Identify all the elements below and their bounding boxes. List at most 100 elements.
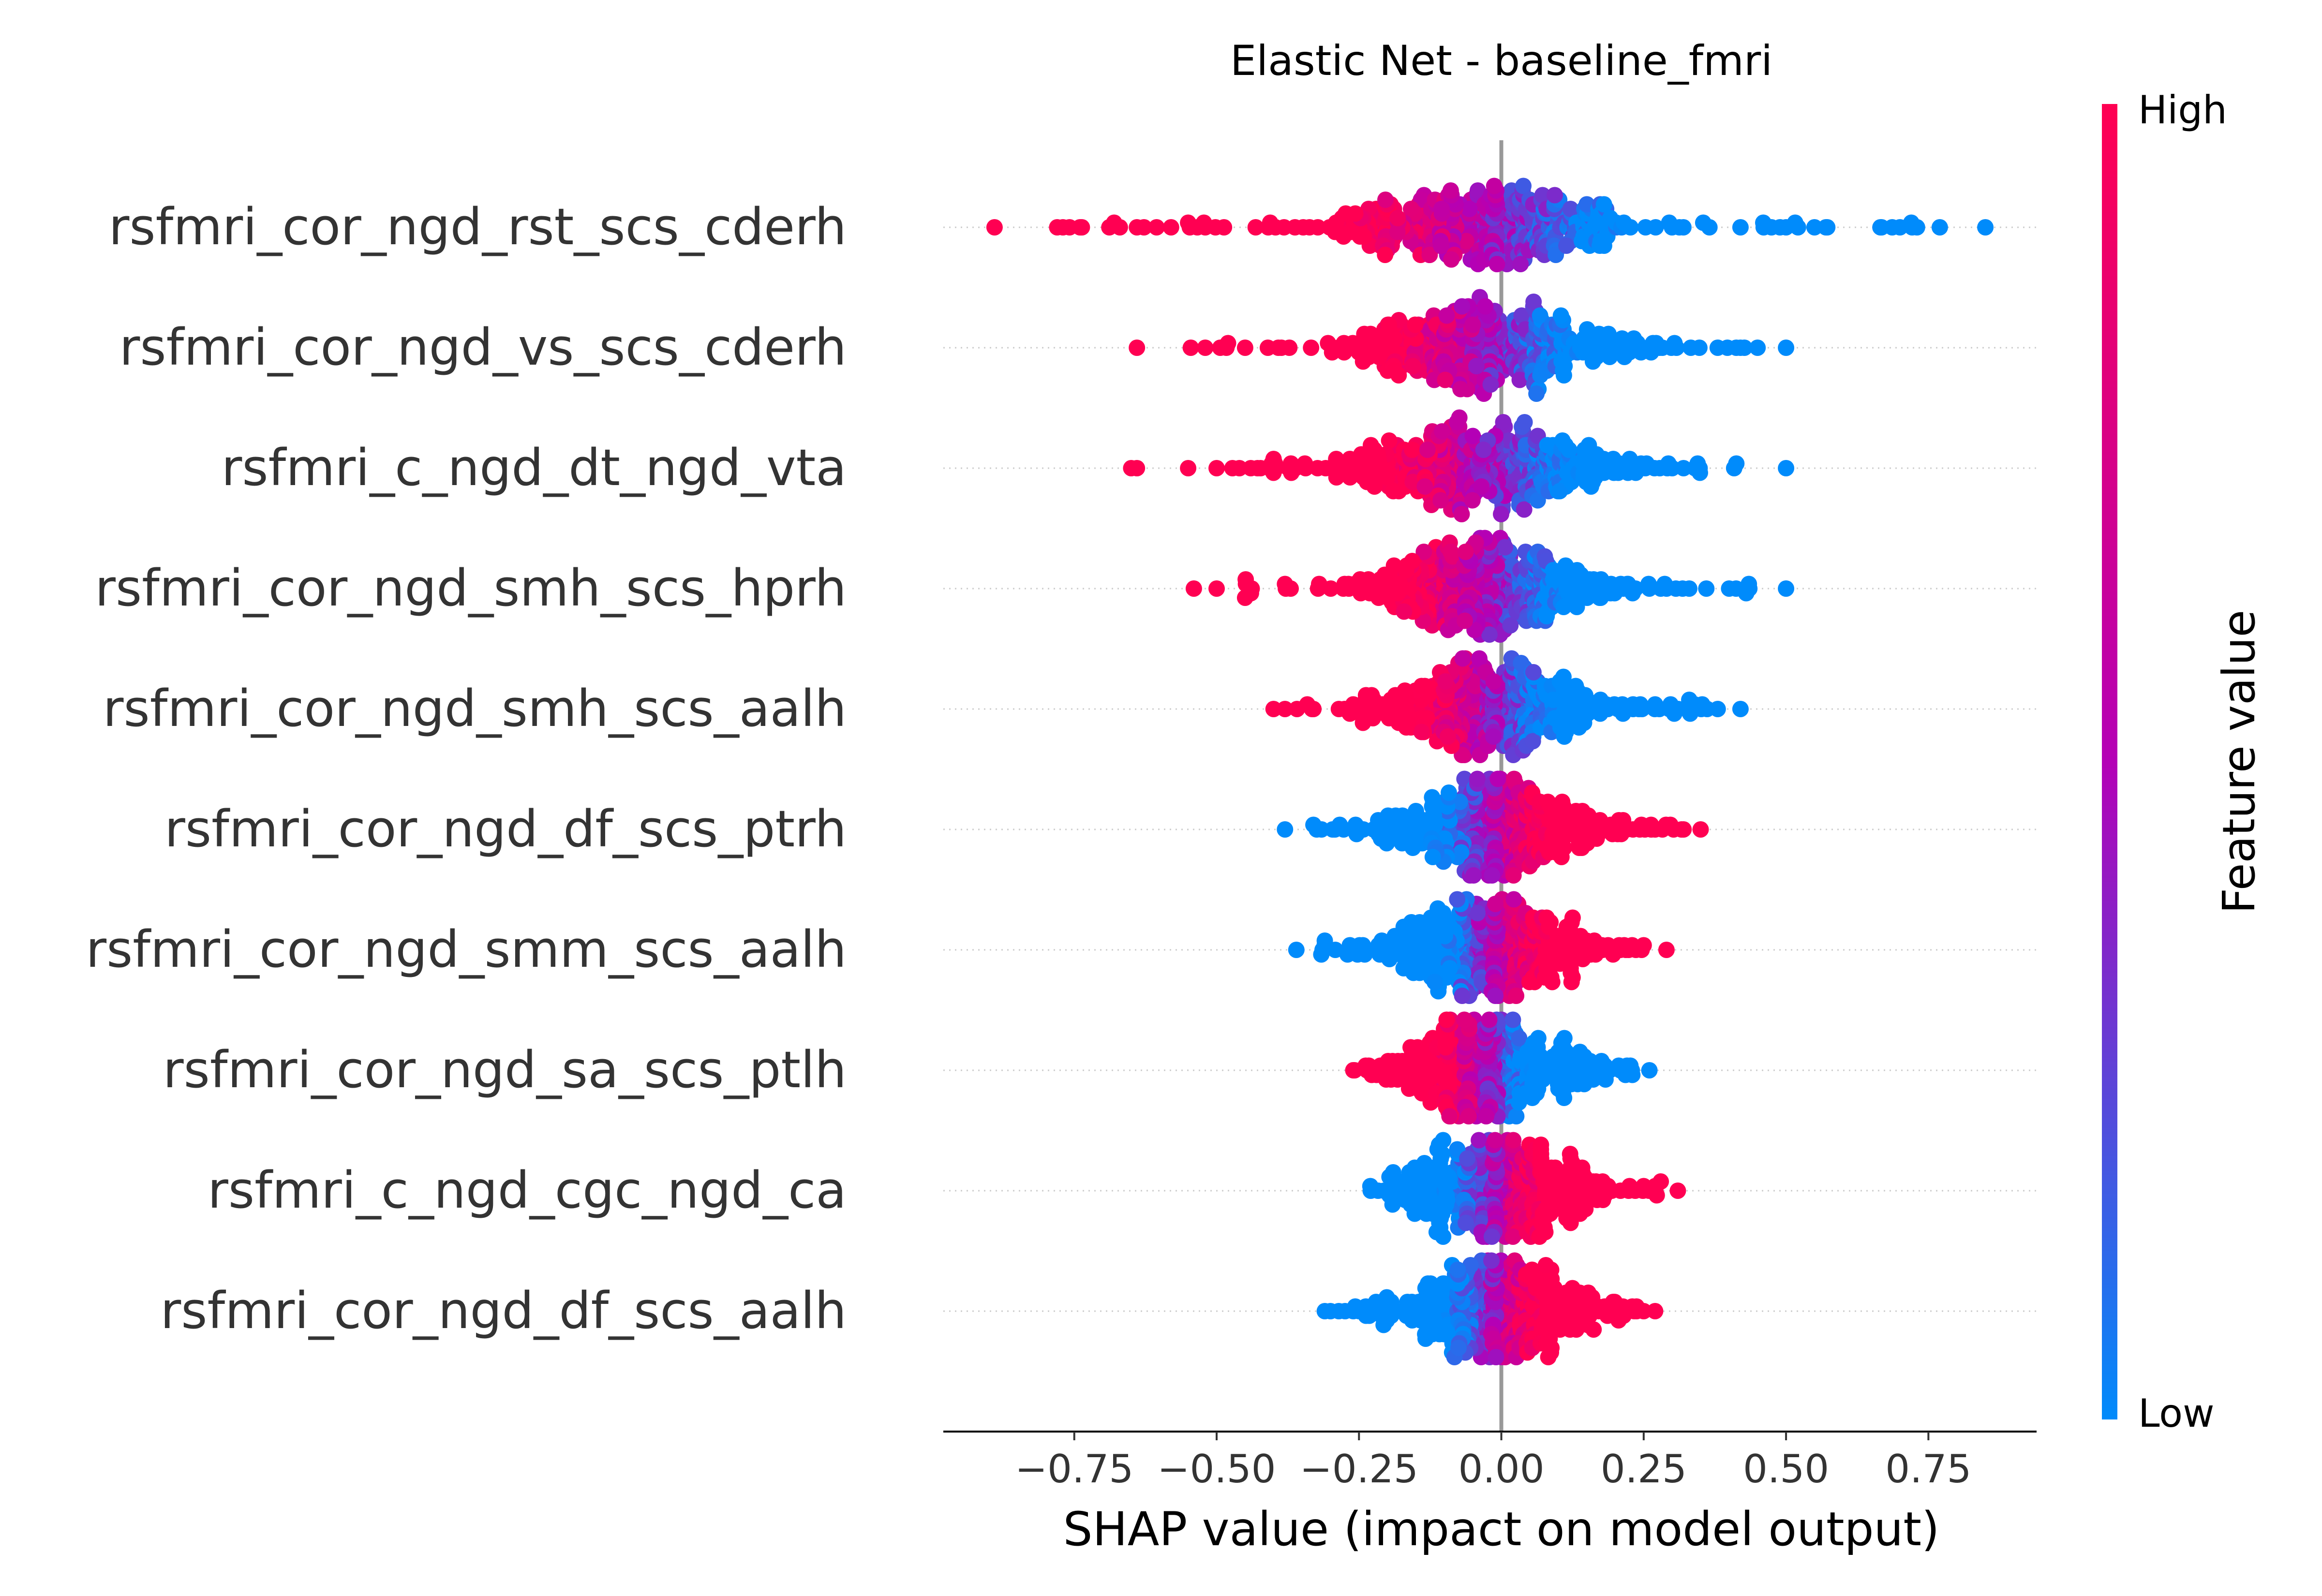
data-point <box>1709 701 1726 717</box>
data-point <box>1647 696 1664 713</box>
data-point <box>1347 205 1364 222</box>
data-point <box>1692 464 1708 481</box>
data-point <box>1561 442 1578 458</box>
data-point <box>1162 219 1179 236</box>
data-point <box>1335 460 1352 476</box>
data-point <box>1377 705 1393 722</box>
data-point <box>1423 909 1440 926</box>
data-point <box>1806 219 1823 236</box>
data-point <box>1416 478 1433 495</box>
data-point <box>1483 1228 1500 1245</box>
data-point <box>1538 608 1555 624</box>
data-point <box>1528 385 1545 402</box>
data-point <box>1647 219 1664 236</box>
data-point <box>1336 701 1353 717</box>
data-point <box>1471 1132 1488 1149</box>
data-point <box>1451 409 1468 426</box>
feature-label: rsfmri_cor_ngd_smh_scs_hprh <box>95 559 847 618</box>
data-point <box>1185 580 1202 597</box>
data-point <box>1485 728 1502 745</box>
data-point <box>1487 1132 1503 1149</box>
data-point <box>1487 988 1504 1004</box>
data-point <box>1433 237 1449 254</box>
data-point <box>1384 1164 1401 1181</box>
data-point <box>1353 446 1369 463</box>
data-point <box>1585 1321 1602 1338</box>
data-point <box>1668 340 1685 356</box>
series-rsfmri_cor_ngd_df_scs_aalh <box>1316 1252 1664 1365</box>
data-point <box>1460 1108 1477 1124</box>
data-point <box>1148 219 1165 236</box>
data-point <box>1436 1164 1453 1181</box>
data-point <box>1309 460 1326 476</box>
data-point <box>1481 1011 1498 1028</box>
series-rsfmri_cor_ngd_rst_scs_cderh <box>986 177 1994 272</box>
data-point <box>1469 905 1486 921</box>
data-point <box>1529 492 1546 509</box>
x-tick-label: −0.25 <box>1300 1447 1418 1492</box>
data-point <box>1515 177 1532 194</box>
x-tick-label: 0.75 <box>1885 1447 1971 1492</box>
data-point <box>1435 1132 1452 1149</box>
data-point <box>1454 298 1471 315</box>
data-point <box>1508 988 1525 1004</box>
data-point <box>1556 728 1573 745</box>
data-point <box>1295 219 1311 236</box>
data-point <box>1555 668 1572 685</box>
data-point <box>1736 340 1753 356</box>
data-point <box>1305 701 1322 717</box>
data-point <box>1483 1252 1500 1269</box>
data-point <box>1438 307 1455 324</box>
data-point <box>1681 692 1697 708</box>
data-point <box>1182 340 1199 356</box>
data-point <box>1634 701 1651 717</box>
data-point <box>1778 340 1795 356</box>
data-point <box>1486 177 1503 194</box>
data-point <box>1647 1303 1664 1319</box>
series-rsfmri_c_ngd_dt_ngd_vta <box>1123 409 1795 522</box>
data-point <box>1212 340 1229 356</box>
data-point <box>1419 442 1436 458</box>
data-point <box>1749 340 1766 356</box>
data-point <box>1389 1053 1406 1069</box>
data-point <box>1380 316 1397 333</box>
data-point <box>1505 867 1522 884</box>
data-point <box>1413 724 1430 740</box>
data-point <box>1457 612 1473 629</box>
data-point <box>1452 381 1469 398</box>
x-tick-label: 0.25 <box>1601 1447 1687 1492</box>
data-point <box>1469 182 1486 199</box>
feature-label: rsfmri_cor_ngd_df_scs_aalh <box>161 1281 847 1340</box>
data-point <box>1282 580 1299 597</box>
data-point <box>1732 219 1749 236</box>
data-point <box>1389 1071 1406 1088</box>
data-point <box>1456 1011 1473 1028</box>
series-rsfmri_cor_ngd_smm_scs_aalh <box>1288 891 1675 1004</box>
data-point <box>1554 794 1571 810</box>
data-point <box>1488 256 1505 272</box>
data-point <box>1410 1192 1427 1208</box>
data-point <box>1277 821 1294 838</box>
data-point <box>1482 376 1499 393</box>
data-point <box>1471 650 1488 667</box>
data-point <box>1658 942 1675 958</box>
data-point <box>1313 946 1330 963</box>
data-point <box>1372 571 1389 588</box>
feature-label: rsfmri_c_ngd_cgc_ngd_ca <box>208 1161 847 1220</box>
data-point <box>1533 1137 1549 1153</box>
data-point <box>1669 1182 1686 1199</box>
data-point <box>1404 358 1421 374</box>
data-point <box>1358 473 1375 490</box>
data-point <box>1262 214 1279 231</box>
data-point <box>1459 1150 1476 1167</box>
data-point <box>1698 580 1715 597</box>
data-point <box>1288 942 1305 958</box>
data-point <box>1442 182 1459 199</box>
data-point <box>1505 891 1522 908</box>
data-point <box>1180 214 1197 231</box>
data-point <box>1330 340 1347 356</box>
data-point <box>1675 460 1692 476</box>
data-point <box>1377 247 1394 263</box>
data-point <box>1572 1205 1589 1222</box>
